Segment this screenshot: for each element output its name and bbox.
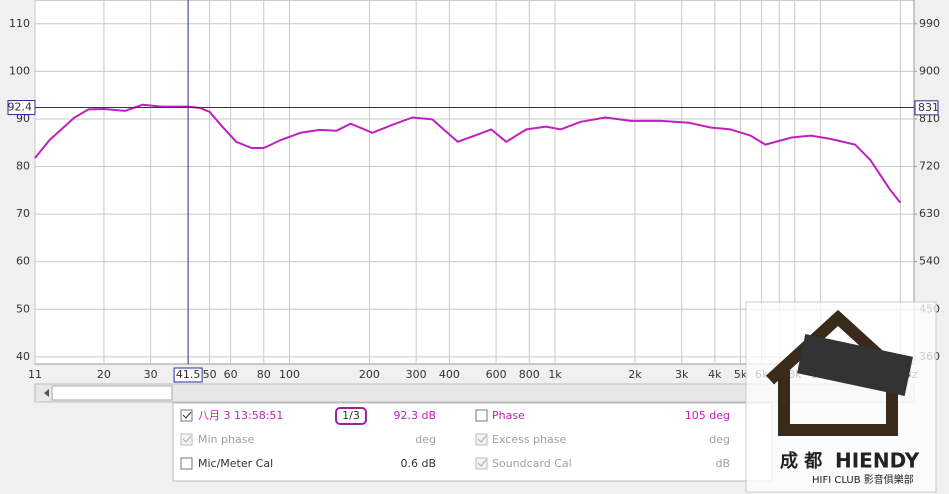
- cursor-y-box: [7, 100, 36, 116]
- watermark: 成 都 HIENDY HIFI CLUB 影音俱樂部: [745, 301, 937, 493]
- cursor-y2-label: 831: [918, 101, 939, 114]
- series-name: 八月 3 13:58:51: [198, 409, 283, 422]
- soundcard-cal: Soundcard Cal: [492, 457, 572, 470]
- chart: 11 20 30 50 60 80 100 200 300 400 600 800 1k 2k 3k 4k 5k…: [7, 0, 940, 383]
- mic-cal: Mic/Meter Cal: [198, 457, 273, 470]
- phase-value: 105 deg: [685, 409, 730, 422]
- x-tick-label: 60: [224, 368, 238, 381]
- check-mark: [477, 459, 487, 467]
- excess-phase-unit: deg: [709, 433, 730, 446]
- legend-panel: [172, 402, 773, 482]
- watermark-city: 成 都: [780, 450, 822, 472]
- smoothing: 1/3: [342, 409, 360, 422]
- y2-tick-label: 990: [919, 17, 940, 30]
- response-curve: [34, 103, 902, 204]
- x-tick-label: 4k: [708, 368, 722, 381]
- check-mark: [477, 435, 487, 443]
- y-tick-label: 70: [16, 207, 30, 220]
- y-tick-label: 50: [16, 302, 30, 315]
- cursor-y-label: 92.4: [8, 101, 33, 114]
- x-tick-label: 100: [279, 368, 300, 381]
- smoothing-button[interactable]: [335, 407, 367, 425]
- checkbox[interactable]: [475, 433, 488, 446]
- excess-phase: Excess phase: [492, 433, 566, 446]
- x-tick-label: 3k: [675, 368, 689, 381]
- y-tick-label: 100: [9, 64, 30, 77]
- x-tick-label: 600: [486, 368, 507, 381]
- x-tick-label: 200: [359, 368, 380, 381]
- cursor-y2-box: [914, 100, 939, 116]
- y-tick-label: 80: [16, 160, 30, 173]
- level: 92.3 dB: [393, 409, 436, 422]
- check-mark: [182, 411, 192, 419]
- y-tick-label: 60: [16, 255, 30, 268]
- film-strip: [797, 334, 913, 396]
- x-tick-label: 2k: [628, 368, 642, 381]
- scroll-thumb[interactable]: [51, 385, 173, 401]
- watermark-box: [745, 301, 937, 493]
- x-tick-label: 800: [519, 368, 540, 381]
- watermark-brand: HIENDY: [835, 449, 920, 473]
- y2-tick-label: 630: [919, 207, 940, 220]
- phase-label: Phase: [492, 409, 525, 422]
- x-tick-label: 80: [257, 368, 271, 381]
- min-phase: Min phase: [198, 433, 254, 446]
- x-tick-label: 20: [97, 368, 111, 381]
- watermark-club: HIFI CLUB 影音俱樂部: [812, 473, 914, 486]
- x-tick-label: 400: [439, 368, 460, 381]
- x-tick-label: 300: [406, 368, 427, 381]
- y-tick-label: 110: [9, 17, 30, 30]
- cursor-x-label: 41.5: [176, 368, 201, 381]
- checkbox[interactable]: [180, 457, 193, 470]
- y2-tick-label: 540: [919, 255, 940, 268]
- min-phase-unit: deg: [415, 433, 436, 446]
- checkbox[interactable]: [475, 409, 488, 422]
- mic-cal-value: 0.6 dB: [400, 457, 436, 470]
- x-tick-label: 11: [28, 368, 42, 381]
- y-tick-label: 40: [16, 350, 30, 363]
- cursor-x-box: [173, 367, 203, 383]
- soundcard-cal-unit: dB: [715, 457, 730, 470]
- checkbox[interactable]: [180, 409, 193, 422]
- y2-tick-label: 720: [919, 160, 940, 173]
- y2-tick-label: 900: [919, 64, 940, 77]
- y-tick-label: 90: [16, 112, 30, 125]
- checkbox[interactable]: [180, 433, 193, 446]
- x-tick-label: 30: [144, 368, 158, 381]
- x-tick-label: 5k: [734, 368, 748, 381]
- x-tick-label: 50: [203, 368, 217, 381]
- checkbox[interactable]: [475, 457, 488, 470]
- check-mark: [182, 435, 192, 443]
- x-tick-label: 1k: [548, 368, 562, 381]
